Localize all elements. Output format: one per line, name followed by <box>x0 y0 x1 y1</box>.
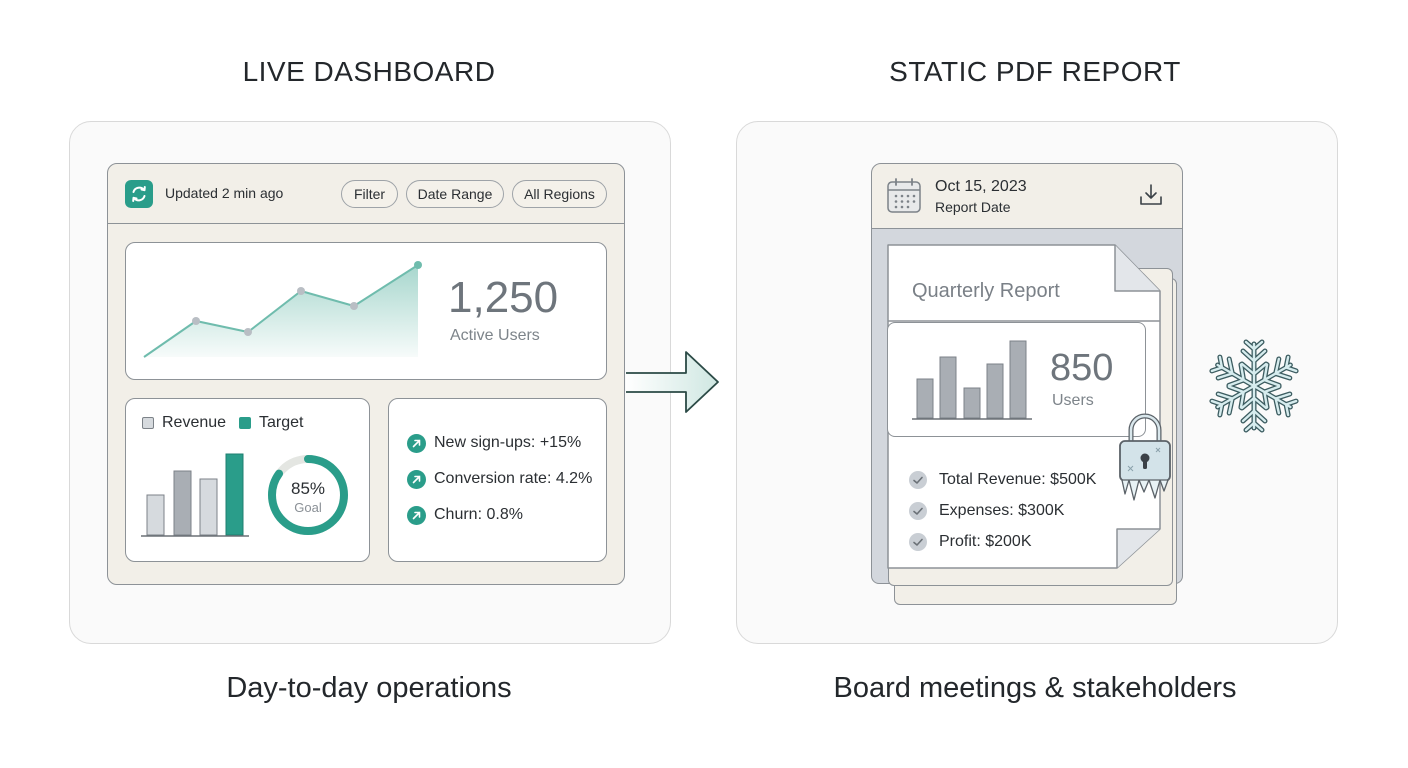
all-regions-button[interactable]: All Regions <box>512 180 607 208</box>
summary-text: Total Revenue: $500K <box>939 471 1097 488</box>
bar <box>916 378 934 419</box>
active-users-label: Active Users <box>450 327 540 344</box>
target-swatch <box>239 417 251 429</box>
check-icon <box>909 502 927 520</box>
trend-line <box>143 264 419 358</box>
date-range-button[interactable]: Date Range <box>406 180 504 208</box>
trend-up-icon <box>407 470 426 489</box>
users-bar-chart <box>912 340 1032 420</box>
calendar-icon <box>887 178 921 213</box>
trend-area <box>144 265 418 357</box>
trend-point <box>192 317 200 325</box>
trend-point <box>350 302 358 310</box>
check-icon <box>909 471 927 489</box>
bar <box>225 453 244 536</box>
live-dashboard-caption: Day-to-day operations <box>226 672 512 704</box>
active-users-value: 1,250 <box>448 273 559 322</box>
revenue-swatch <box>142 417 154 429</box>
last-updated-text: Updated 2 min ago <box>165 185 284 201</box>
trend-line-chart <box>143 261 422 358</box>
live-dashboard-heading: LIVE DASHBOARD <box>242 56 496 87</box>
kpi-text: Churn: 0.8% <box>434 506 523 523</box>
bar <box>986 363 1004 419</box>
users-value: 850 <box>1050 347 1114 389</box>
report-date: Oct 15, 2023 <box>935 178 1027 195</box>
kpi-text: New sign-ups: +15% <box>434 434 582 451</box>
gauge-label: Goal <box>294 500 322 515</box>
bar <box>939 356 957 419</box>
trend-point <box>244 328 252 336</box>
static-report-caption: Board meetings & stakeholders <box>833 672 1237 704</box>
snowflake-icon <box>1208 339 1300 434</box>
report-date-label: Report Date <box>935 199 1011 215</box>
trend-point <box>414 261 422 269</box>
static-report-heading: STATIC PDF REPORT <box>889 56 1181 87</box>
trend-up-icon <box>407 506 426 525</box>
revenue-target-card: Revenue Target 85% Goal <box>125 398 370 562</box>
refresh-icon[interactable] <box>125 180 153 208</box>
filter-button[interactable]: Filter <box>341 180 398 208</box>
bar <box>146 494 165 536</box>
padlock-icon <box>1119 413 1171 501</box>
download-icon[interactable] <box>1138 182 1164 208</box>
revenue-bar-chart <box>141 453 348 537</box>
users-card: 850 Users <box>887 322 1146 437</box>
report-title: Quarterly Report <box>912 280 1060 302</box>
goal-gauge <box>268 455 348 535</box>
trend-point <box>297 287 305 295</box>
trend-up-icon <box>407 434 426 453</box>
target-legend-label: Target <box>259 414 304 431</box>
check-icon <box>909 533 927 551</box>
arrow-right-icon <box>626 351 719 413</box>
bar <box>199 478 218 536</box>
active-users-card: 1,250 Active Users <box>125 242 607 380</box>
report-header: Oct 15, 2023 Report Date <box>871 163 1183 229</box>
kpi-text: Conversion rate: 4.2% <box>434 470 593 487</box>
dashboard-toolbar: Updated 2 min ago Filter Date Range All … <box>108 164 624 224</box>
bar <box>1009 340 1027 419</box>
bar <box>173 470 192 536</box>
summary-text: Profit: $200K <box>939 533 1032 550</box>
revenue-legend-label: Revenue <box>162 414 227 431</box>
kpi-card: New sign-ups: +15% Conversion rate: 4.2%… <box>388 398 607 562</box>
users-label: Users <box>1052 392 1094 409</box>
dashboard-window: Updated 2 min ago Filter Date Range All … <box>107 163 625 585</box>
bar <box>963 387 981 419</box>
financial-summary: Total Revenue: $500K Expenses: $300K Pro… <box>887 452 1127 568</box>
gauge-value: 85% <box>290 479 326 498</box>
summary-text: Expenses: $300K <box>939 502 1065 519</box>
